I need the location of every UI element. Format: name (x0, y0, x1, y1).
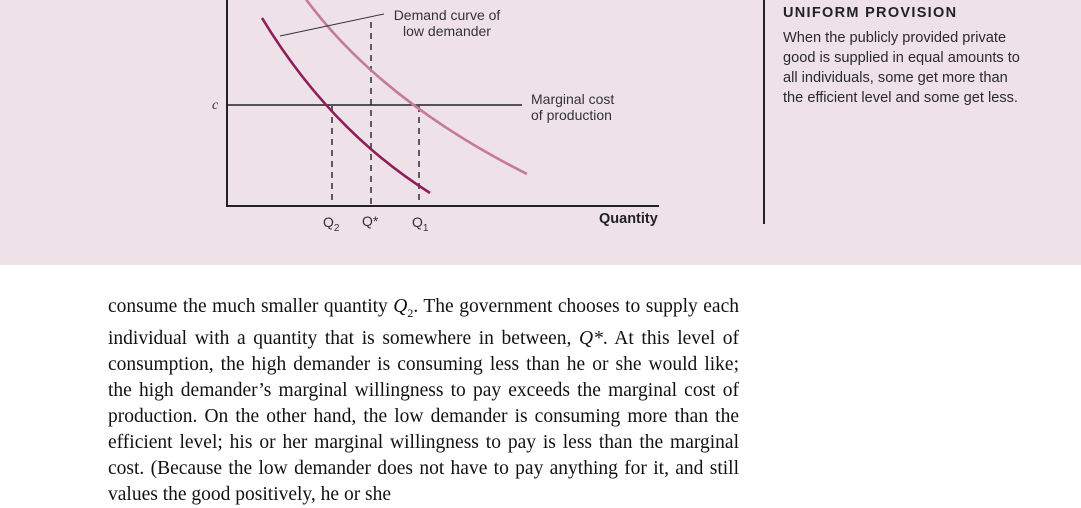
q1-subscript: 1 (422, 222, 429, 234)
q1-tick-label: Q1 (412, 214, 428, 237)
body-mid: . The government chooses to supply each … (108, 296, 739, 349)
body-text: consume the much smaller quantity Q2. Th… (108, 294, 739, 508)
marginal-cost-label: Marginal cost of production (531, 91, 614, 123)
mc-label-line2: of production (531, 107, 612, 123)
q2-tick-label: Q2 (323, 214, 339, 237)
caption-title: UNIFORM PROVISION (783, 5, 958, 21)
body-paragraph: consume the much smaller quantity Q2. Th… (108, 294, 739, 508)
body-q-subscript: 2 (407, 305, 414, 320)
q2-letter: Q (323, 214, 334, 230)
qstar-tick-label: Q* (362, 213, 379, 229)
body-rest: . At this level of consumption, the high… (108, 327, 740, 505)
mc-label-line1: Marginal cost (531, 91, 615, 107)
figure-panel: c Demand curve of low demander Marginal … (0, 0, 1081, 265)
q1-letter: Q (412, 214, 423, 230)
body-lead: consume the much smaller quantity (108, 296, 394, 317)
demand-low-label: Demand curve of low demander (384, 7, 510, 39)
price-label-c: c (212, 98, 219, 113)
demand-low-label-line1: Demand curve of (393, 7, 501, 23)
q2-subscript: 2 (333, 222, 340, 234)
caption-text: When the publicly provided private good … (783, 30, 1020, 106)
uniform-provision-graph (226, 0, 659, 207)
high-demand-curve (304, 0, 528, 176)
label-leader-line (279, 13, 385, 37)
x-axis-label: Quantity (599, 211, 658, 227)
body-qstar: Q* (579, 327, 603, 349)
low-demand-curve (260, 17, 431, 195)
body-q-letter: Q (393, 296, 408, 317)
demand-low-label-line2: low demander (403, 23, 491, 39)
caption-divider (763, 0, 765, 224)
